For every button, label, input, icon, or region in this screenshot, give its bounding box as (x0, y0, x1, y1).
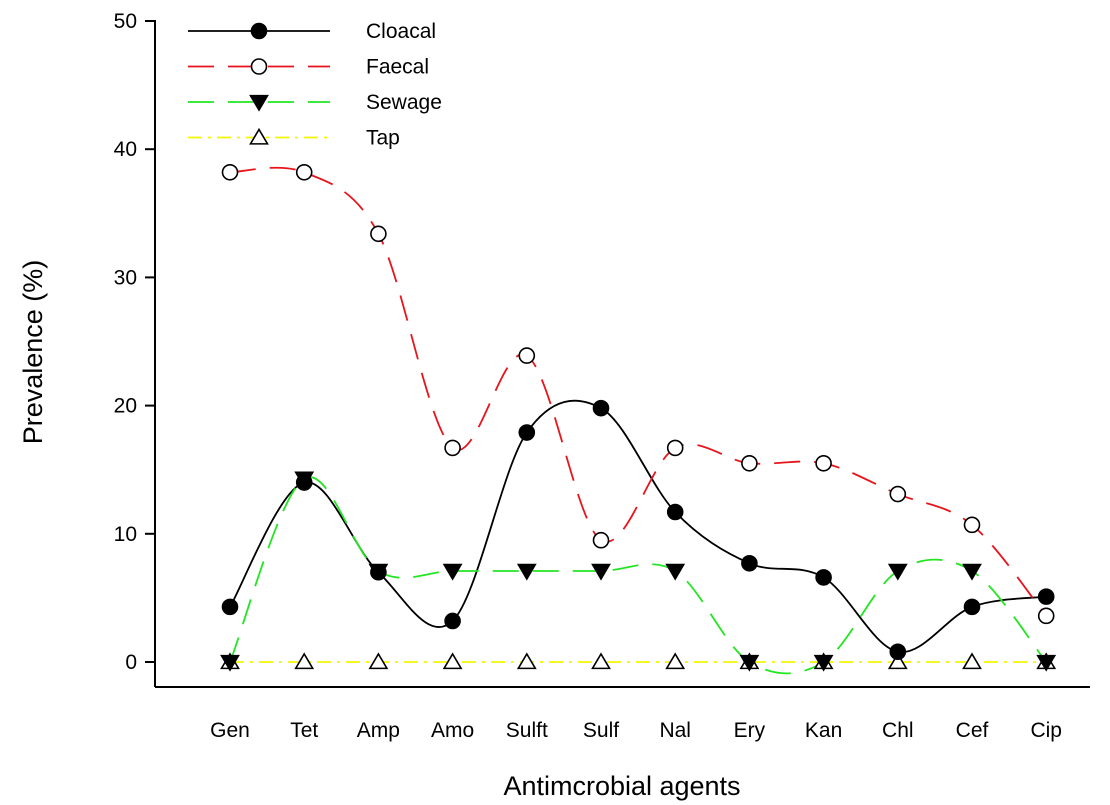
series-markers-faecal (221, 163, 1055, 625)
data-point-faecal (370, 225, 387, 243)
data-point-tap (368, 652, 389, 670)
data-point-faecal (295, 163, 313, 181)
data-point-cloacal (666, 503, 684, 521)
data-point-tap (294, 652, 315, 670)
legend-item-tap: Tap (188, 127, 400, 150)
legend-marker (250, 22, 268, 40)
y-tick-label: 10 (114, 523, 137, 546)
x-tick-label: Nal (659, 719, 691, 742)
x-tick-label: Gen (210, 719, 250, 742)
legend-marker (249, 94, 269, 112)
data-point-cloacal (370, 563, 387, 581)
data-point-cloacal (295, 474, 313, 491)
x-tick-label: Tet (290, 719, 318, 742)
x-tick-label: Cef (956, 719, 989, 742)
data-point-sewage (665, 563, 686, 581)
data-point-faecal (666, 439, 684, 457)
y-ticks: 0 10 20 30 40 50 (114, 10, 155, 674)
x-tick-label: Chl (882, 719, 914, 742)
legend-label: Sewage (366, 91, 442, 114)
plot-area: 0 10 20 30 40 50 Gen Tet Amp Amo Sulft Sulf Nal Ery K… (114, 10, 1090, 742)
data-point-cloacal (444, 612, 461, 630)
x-tick-label: Kan (805, 719, 842, 742)
y-axis-title: Prevalence (%) (18, 260, 48, 445)
series-line-faecal (229, 166, 1047, 617)
data-point-tap (962, 652, 982, 670)
data-point-sewage (220, 654, 240, 672)
x-axis-title: Antimcrobial agents (503, 771, 740, 801)
data-point-tap (516, 652, 537, 670)
legend-label: Faecal (366, 56, 429, 79)
x-tick-label: Cip (1030, 719, 1062, 742)
legend-item-cloacal: Cloacal (188, 20, 436, 43)
data-point-sewage (739, 654, 760, 672)
y-tick-label: 30 (114, 266, 137, 289)
series-markers-sewage (220, 471, 1057, 672)
y-tick-label: 40 (114, 138, 137, 161)
data-point-sewage (962, 563, 982, 581)
data-point-cloacal (518, 424, 536, 441)
data-point-faecal (889, 485, 907, 503)
data-point-faecal (963, 516, 981, 534)
data-point-faecal (815, 454, 832, 472)
data-point-sewage (516, 563, 537, 581)
x-ticks: Gen Tet Amp Amo Sulft Sulf Nal Ery Kan Chl Cef Cip (210, 719, 1062, 742)
x-tick-label: Amo (431, 719, 474, 742)
data-point-faecal (518, 347, 536, 364)
data-point-tap (665, 652, 686, 670)
series-layer (220, 163, 1057, 675)
series-markers-cloacal (221, 399, 1055, 661)
data-point-cloacal (963, 598, 981, 616)
y-tick-label: 0 (125, 651, 137, 674)
data-point-cloacal (592, 399, 610, 417)
series-line-cloacal (229, 399, 1047, 653)
data-point-faecal (592, 531, 610, 549)
data-point-faecal (741, 454, 758, 472)
y-tick-label: 20 (114, 395, 137, 418)
data-point-tap (591, 652, 611, 670)
data-point-tap (887, 652, 908, 670)
legend-item-sewage: Sewage (188, 91, 442, 114)
data-point-sewage (1036, 654, 1057, 672)
legend: Cloacal Faecal Sewage Tap (188, 20, 442, 150)
data-point-cloacal (1037, 588, 1055, 605)
data-point-tap (442, 652, 463, 670)
legend-item-faecal: Faecal (188, 56, 429, 79)
legend-label: Cloacal (366, 20, 436, 43)
data-point-cloacal (741, 554, 758, 572)
y-tick-label: 50 (114, 10, 137, 33)
legend-marker (250, 58, 268, 75)
x-tick-label: Ery (734, 719, 766, 742)
data-point-sewage (813, 654, 834, 672)
x-tick-label: Sulf (583, 719, 619, 742)
legend-marker (249, 127, 269, 145)
data-point-cloacal (221, 598, 239, 616)
x-tick-label: Amp (357, 719, 400, 742)
data-point-cloacal (815, 569, 832, 586)
data-point-cloacal (889, 643, 907, 661)
data-point-faecal (1037, 607, 1055, 625)
data-point-sewage (591, 563, 611, 581)
legend-label: Tap (366, 127, 400, 150)
data-point-sewage (442, 563, 463, 581)
data-point-faecal (444, 439, 461, 457)
data-point-faecal (221, 163, 239, 181)
data-point-sewage (887, 563, 908, 581)
x-tick-label: Sulft (506, 719, 548, 742)
